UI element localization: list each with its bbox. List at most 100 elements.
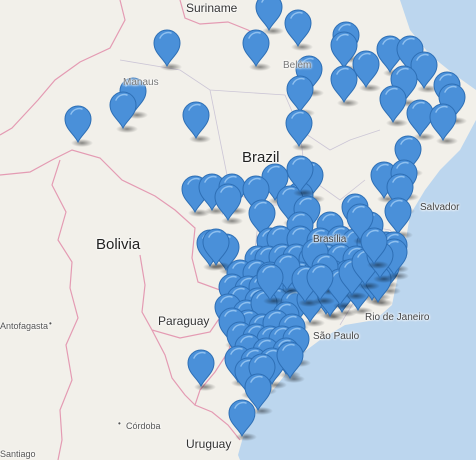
marker-highlight xyxy=(250,375,263,383)
map-marker[interactable] xyxy=(330,65,359,107)
map-marker[interactable] xyxy=(64,105,93,147)
marker-highlight xyxy=(292,77,305,85)
map-pin-icon[interactable] xyxy=(255,0,283,32)
map-pin-icon[interactable] xyxy=(153,29,181,68)
marker-shadow xyxy=(263,297,285,305)
map-pin-icon[interactable] xyxy=(286,155,314,194)
map-marker[interactable] xyxy=(109,91,138,133)
map-marker[interactable] xyxy=(214,183,243,225)
marker-highlight xyxy=(416,53,429,61)
marker-highlight xyxy=(278,303,291,311)
marker-highlight xyxy=(439,73,452,81)
marker-highlight xyxy=(268,311,281,319)
map-pin-icon[interactable] xyxy=(360,227,388,266)
map-marker[interactable] xyxy=(429,103,458,145)
label-antofagasta: Antofagasta xyxy=(0,321,49,331)
marker-highlight xyxy=(376,163,389,171)
map-pin-icon[interactable] xyxy=(244,373,272,412)
marker-highlight xyxy=(248,177,261,185)
marker-shadow xyxy=(367,261,389,269)
map-marker[interactable] xyxy=(187,349,216,391)
marker-highlight xyxy=(115,93,128,101)
map-pin-icon[interactable] xyxy=(276,341,304,380)
marker-highlight xyxy=(282,343,295,351)
marker-shadow xyxy=(251,407,273,415)
marker-highlight xyxy=(307,240,320,248)
marker-layer[interactable] xyxy=(64,0,467,441)
marker-highlight xyxy=(322,213,335,221)
map-marker[interactable] xyxy=(360,227,389,269)
map-pin-icon[interactable] xyxy=(384,197,412,236)
map-marker[interactable] xyxy=(255,0,284,35)
marker-highlight xyxy=(258,339,271,347)
map-pin-icon[interactable] xyxy=(256,263,284,302)
map-pin-icon[interactable] xyxy=(187,349,215,388)
marker-highlight xyxy=(220,295,233,303)
map-pin-icon[interactable] xyxy=(286,75,314,114)
marker-shadow xyxy=(373,275,395,283)
map-marker[interactable] xyxy=(276,341,305,383)
label-belem: Belém xyxy=(283,60,312,71)
marker-shadow xyxy=(160,63,182,71)
marker-highlight xyxy=(347,195,360,203)
map-pin-icon[interactable] xyxy=(228,399,256,438)
marker-highlight xyxy=(125,79,138,87)
marker-shadow xyxy=(221,217,243,225)
map-marker[interactable] xyxy=(285,109,314,151)
map-marker[interactable] xyxy=(286,155,315,197)
marker-shadow xyxy=(116,125,138,133)
marker-highlight xyxy=(290,11,303,19)
map-pin-icon[interactable] xyxy=(284,9,312,48)
marker-highlight xyxy=(248,31,261,39)
map-pin-icon[interactable] xyxy=(214,183,242,222)
map-marker[interactable] xyxy=(228,399,257,441)
marker-shadow xyxy=(293,189,315,197)
map-marker[interactable] xyxy=(406,99,435,141)
map-marker[interactable] xyxy=(153,29,182,71)
marker-shadow xyxy=(249,63,271,71)
map-marker[interactable] xyxy=(352,50,381,92)
marker-shadow xyxy=(194,383,216,391)
map-pin-icon[interactable] xyxy=(330,65,358,104)
map-pin-icon[interactable] xyxy=(242,29,270,68)
marker-highlight xyxy=(240,335,253,343)
map-pin-icon[interactable] xyxy=(429,103,457,142)
marker-shadow xyxy=(413,133,435,141)
marker-highlight xyxy=(278,339,291,347)
map-pin-icon[interactable] xyxy=(306,263,334,302)
map-pin-icon[interactable] xyxy=(64,105,92,144)
map-pin-icon[interactable] xyxy=(330,31,358,70)
map-pin-icon[interactable] xyxy=(109,91,137,130)
marker-shadow xyxy=(235,433,257,441)
marker-highlight xyxy=(232,261,245,269)
map-marker[interactable] xyxy=(182,101,211,143)
map-pin-icon[interactable] xyxy=(285,109,313,148)
map-pin-icon[interactable] xyxy=(202,228,230,267)
map-marker[interactable] xyxy=(256,263,285,305)
marker-shadow xyxy=(436,137,458,145)
map-pin-icon[interactable] xyxy=(379,85,407,124)
label-rio-de-janeiro: Rio de Janeiro xyxy=(365,312,430,323)
map-marker[interactable] xyxy=(244,373,273,415)
map-pin-icon[interactable] xyxy=(406,99,434,138)
label-sao-paulo: São Paulo xyxy=(313,331,360,342)
map-marker[interactable] xyxy=(284,9,313,51)
label-manaus: Manaus xyxy=(123,77,159,88)
marker-highlight xyxy=(291,111,304,119)
map-marker[interactable] xyxy=(379,85,408,127)
marker-highlight xyxy=(358,52,371,60)
map-pin-icon[interactable] xyxy=(182,101,210,140)
marker-highlight xyxy=(208,230,221,238)
marker-highlight xyxy=(392,175,405,183)
map-marker[interactable] xyxy=(242,29,271,71)
marker-highlight xyxy=(220,185,233,193)
marker-highlight xyxy=(272,227,285,235)
label-bolivia: Bolivia xyxy=(96,236,141,253)
map-marker[interactable] xyxy=(202,228,231,270)
marker-highlight xyxy=(248,325,261,333)
marker-highlight xyxy=(444,85,457,93)
map-marker[interactable] xyxy=(306,263,335,305)
map-pin-icon[interactable] xyxy=(248,199,276,238)
